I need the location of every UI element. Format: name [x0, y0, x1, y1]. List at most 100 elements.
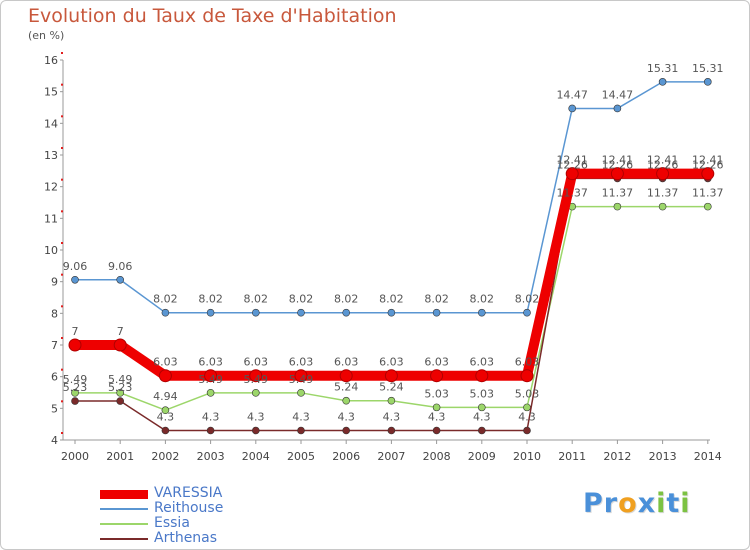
data-label-varessia: 12.41 — [602, 154, 634, 167]
data-label-reithouse: 15.31 — [647, 62, 679, 75]
y-tick-label: 14 — [44, 117, 58, 130]
data-label-arthenas: 4.3 — [337, 411, 355, 424]
data-point-essia — [432, 403, 441, 412]
data-point-arthenas — [387, 426, 396, 435]
x-tick-label: 2001 — [106, 450, 134, 463]
data-point-reithouse — [342, 308, 351, 317]
y-minor-mark — [61, 400, 63, 403]
data-label-essia: 5.49 — [289, 373, 314, 386]
data-point-essia — [161, 406, 170, 415]
data-label-reithouse: 8.02 — [424, 293, 449, 306]
data-point-varessia — [113, 338, 127, 352]
data-label-essia: 5.49 — [108, 373, 133, 386]
data-label-reithouse: 15.31 — [692, 62, 724, 75]
data-label-varessia: 6.03 — [153, 356, 178, 369]
data-label-arthenas: 4.3 — [428, 411, 446, 424]
data-label-varessia: 6.03 — [515, 356, 540, 369]
data-label-arthenas: 4.3 — [202, 411, 220, 424]
data-point-varessia — [384, 369, 398, 383]
y-minor-mark — [61, 210, 63, 213]
series-line-varessia — [70, 168, 713, 381]
y-tick-label: 9 — [51, 276, 58, 289]
data-point-varessia — [294, 369, 308, 383]
data-point-arthenas — [252, 426, 260, 435]
legend-swatch — [100, 489, 148, 499]
data-point-reithouse — [432, 308, 441, 317]
data-point-essia — [477, 403, 486, 412]
data-point-varessia — [475, 369, 489, 383]
data-label-essia: 11.37 — [556, 187, 588, 200]
y-tick-label: 7 — [51, 339, 58, 352]
data-label-reithouse: 14.47 — [556, 88, 588, 101]
data-point-arthenas — [297, 426, 305, 435]
data-label-varessia: 12.41 — [647, 154, 679, 167]
y-minor-mark — [61, 83, 63, 86]
data-point-reithouse — [161, 308, 170, 317]
x-tick-label: 2008 — [423, 450, 451, 463]
data-point-varessia — [610, 167, 624, 181]
data-point-arthenas — [477, 426, 486, 435]
data-point-arthenas — [71, 397, 79, 405]
data-label-varessia: 6.03 — [379, 356, 404, 369]
data-label-varessia: 6.03 — [244, 356, 269, 369]
data-point-arthenas — [206, 426, 215, 435]
legend-swatch — [100, 538, 148, 540]
data-label-reithouse: 14.47 — [602, 88, 634, 101]
data-point-reithouse — [116, 275, 124, 284]
data-label-essia: 11.37 — [647, 187, 679, 200]
data-label-essia: 5.03 — [515, 387, 540, 400]
data-label-varessia: 6.03 — [198, 356, 223, 369]
chart-title: Evolution du Taux de Taxe d'Habitation — [28, 5, 397, 27]
data-point-reithouse — [568, 104, 577, 113]
y-minor-mark — [61, 147, 63, 149]
data-point-varessia — [249, 369, 263, 383]
data-label-reithouse: 8.02 — [289, 293, 314, 306]
data-label-arthenas: 12.26 — [556, 158, 588, 171]
data-point-essia — [387, 396, 396, 405]
data-labels-layer: 7 7 6.03 6.03 6.03 6.03 6.03 6.03 6.03 6.03 6.03 12… — [63, 62, 724, 424]
data-point-arthenas — [161, 426, 170, 435]
data-label-reithouse: 9.06 — [108, 260, 133, 273]
x-tick-label: 2011 — [558, 450, 586, 463]
data-point-reithouse — [477, 308, 486, 317]
data-point-reithouse — [658, 78, 667, 86]
data-label-arthenas: 4.3 — [518, 411, 536, 424]
logo-letter: P — [583, 488, 604, 519]
x-tick-label: 2002 — [151, 450, 179, 463]
data-point-arthenas — [116, 397, 124, 405]
data-point-reithouse — [252, 308, 260, 317]
y-minor-mark — [61, 368, 63, 371]
data-point-essia — [71, 389, 79, 397]
data-point-varessia — [158, 369, 172, 383]
data-label-varessia: 6.03 — [289, 356, 314, 369]
proxiti-logo: Proxiti — [583, 488, 691, 519]
data-point-varessia — [430, 369, 444, 383]
data-point-reithouse — [206, 308, 215, 317]
data-label-varessia: 6.03 — [424, 356, 449, 369]
data-label-varessia: 7 — [72, 325, 79, 338]
data-label-essia: 5.49 — [63, 373, 88, 386]
data-label-varessia: 6.03 — [334, 356, 359, 369]
x-tick-label: 2000 — [61, 450, 89, 463]
data-label-reithouse: 8.02 — [244, 293, 269, 306]
data-label-varessia: 12.41 — [556, 154, 588, 167]
y-minor-mark — [61, 273, 63, 276]
data-label-reithouse: 8.02 — [198, 293, 223, 306]
legend-swatch — [100, 508, 148, 510]
data-label-varessia: 6.03 — [470, 356, 495, 369]
data-label-essia: 11.37 — [602, 187, 634, 200]
data-point-essia — [252, 389, 260, 397]
data-point-reithouse — [613, 104, 622, 113]
data-label-varessia: 12.41 — [692, 154, 724, 167]
data-label-essia: 5.24 — [334, 381, 359, 394]
data-point-arthenas — [523, 426, 531, 435]
data-point-reithouse — [297, 308, 305, 317]
data-label-varessia: 7 — [117, 325, 124, 338]
data-label-reithouse: 8.02 — [515, 293, 540, 306]
data-point-varessia — [204, 369, 218, 383]
data-label-essia: 5.49 — [244, 373, 269, 386]
data-label-arthenas: 12.26 — [602, 158, 634, 171]
y-minor-mark — [61, 178, 63, 181]
data-label-arthenas: 12.26 — [692, 158, 724, 171]
